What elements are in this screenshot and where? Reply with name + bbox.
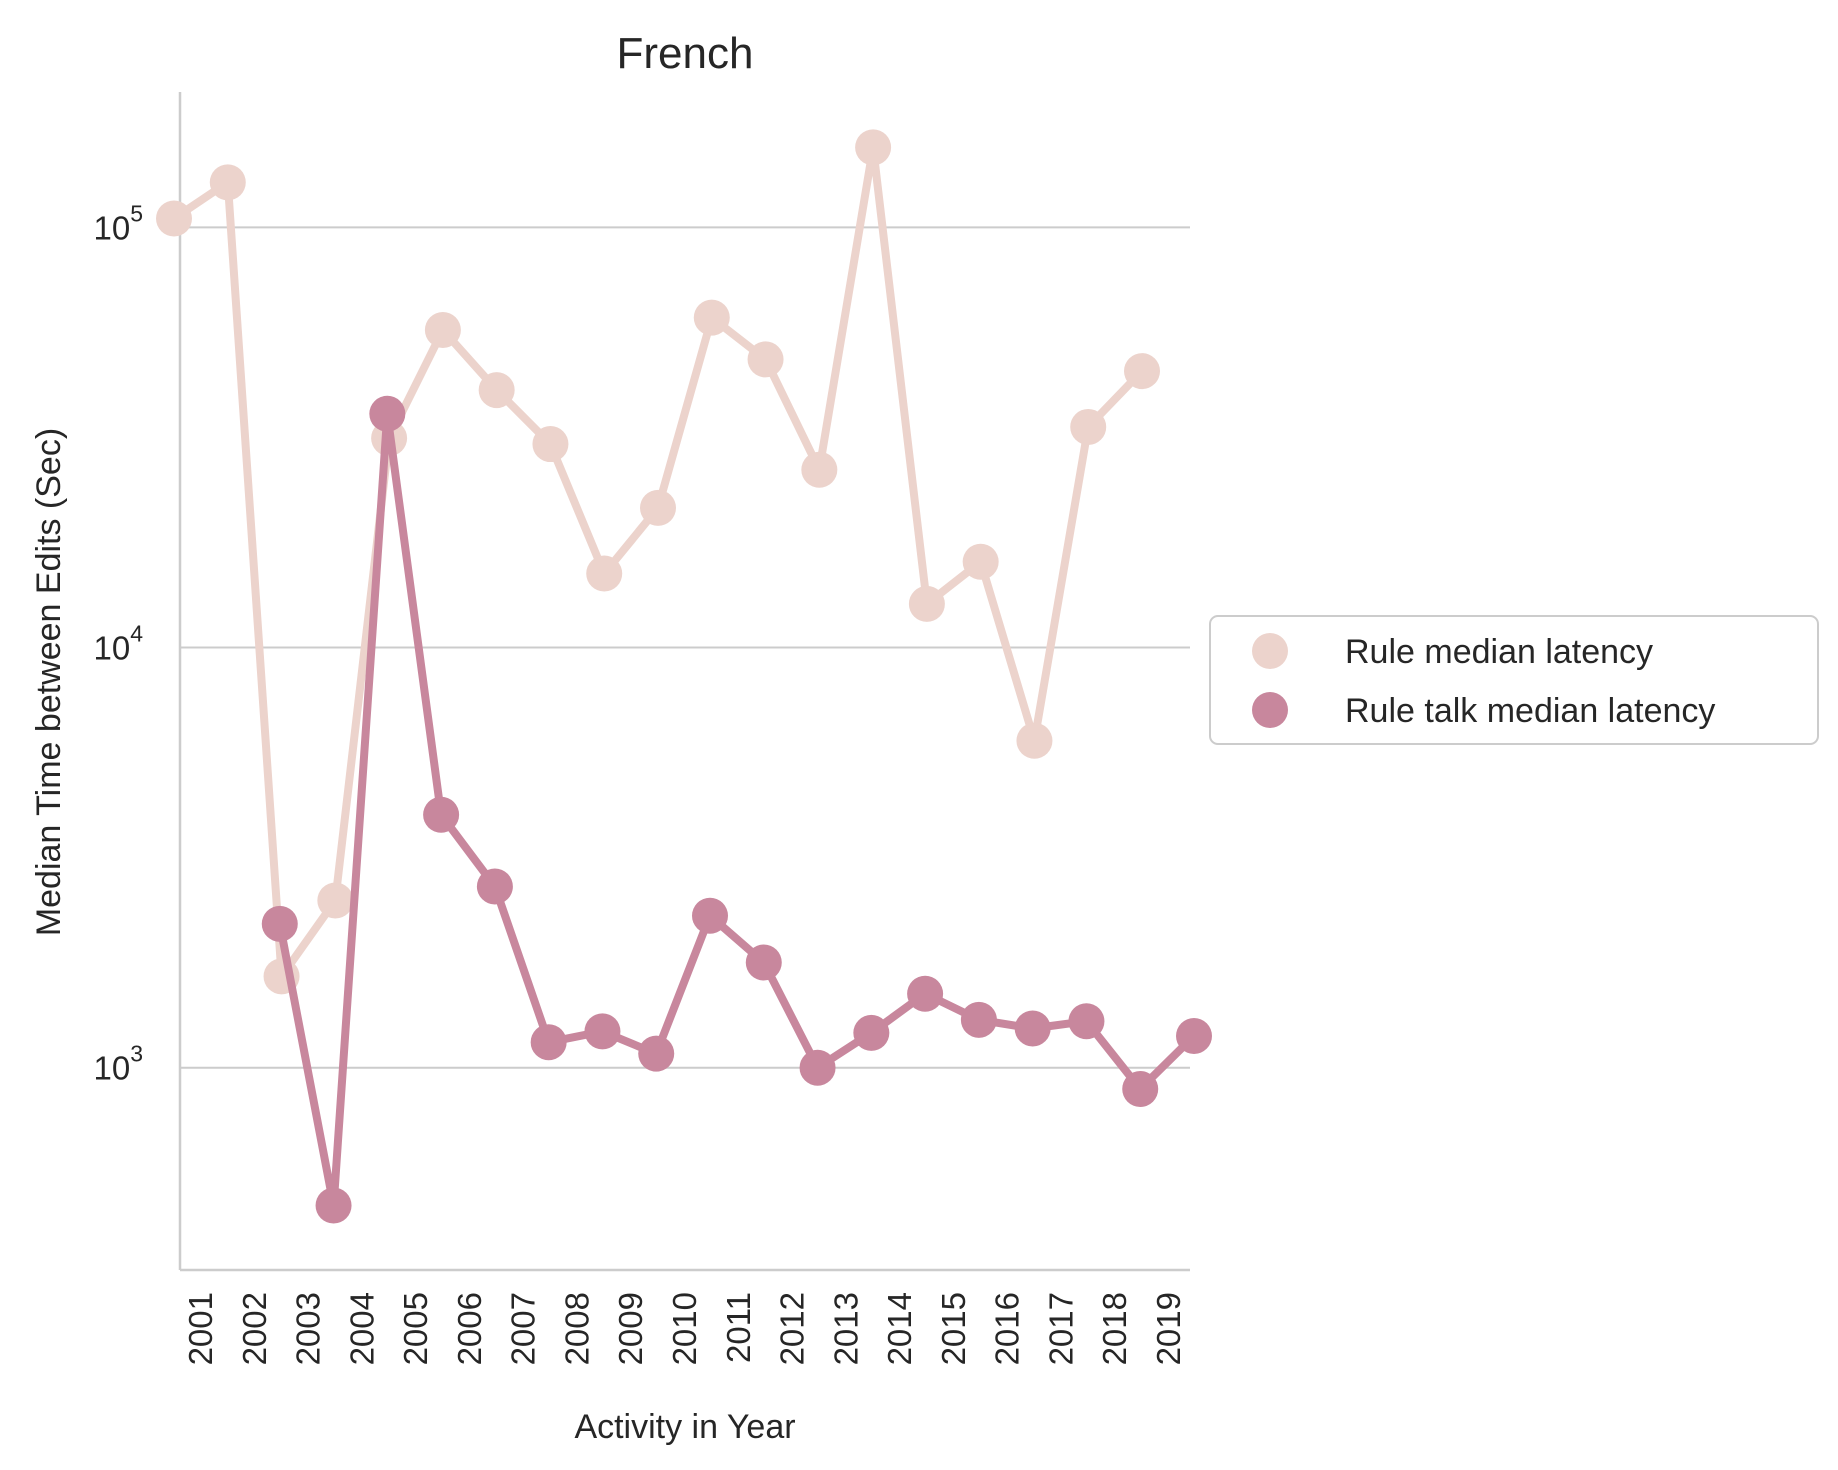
x-tick-labels: 2001 2002 2003 2004 2005 2006 2007 2008 2009 2010…	[182, 1292, 1187, 1365]
x-tick-label: 2007	[505, 1292, 542, 1365]
data-point	[586, 555, 623, 592]
data-point	[532, 426, 569, 463]
data-point	[1122, 1070, 1159, 1107]
series-rule-talk-median-latency	[261, 395, 1212, 1224]
data-point	[209, 164, 246, 201]
data-point	[853, 1014, 890, 1051]
data-point	[908, 585, 945, 622]
x-axis-title: Activity in Year	[574, 1408, 795, 1446]
legend-label: Rule median latency	[1345, 633, 1653, 671]
x-tick-label: 2002	[236, 1292, 273, 1365]
data-point	[1176, 1017, 1212, 1054]
legend-marker	[1252, 692, 1288, 728]
x-tick-label: 2011	[720, 1292, 757, 1363]
x-tick-label: 2005	[397, 1292, 434, 1365]
data-point	[640, 489, 676, 526]
axes	[178, 92, 1190, 1272]
x-tick-label: 2017	[1042, 1292, 1079, 1365]
data-point	[317, 882, 354, 919]
data-point	[799, 1049, 836, 1086]
data-point	[1016, 722, 1053, 759]
legend: Rule median latency Rule talk median lat…	[1209, 615, 1819, 745]
x-tick-label: 2004	[343, 1292, 380, 1365]
x-tick-label: 2013	[827, 1292, 864, 1365]
data-point	[692, 897, 728, 934]
series-line	[275, 409, 1197, 1210]
data-point	[1068, 1003, 1105, 1040]
y-tick-label: 103	[93, 1041, 143, 1087]
x-tick-label: 2019	[1150, 1292, 1187, 1365]
data-point	[960, 1001, 997, 1038]
gridlines	[180, 226, 1190, 1069]
legend-entry-rule-median-latency: Rule median latency	[1252, 633, 1653, 671]
x-tick-label: 2016	[989, 1292, 1026, 1365]
data-point	[584, 1013, 621, 1050]
legend-label: Rule talk median latency	[1345, 692, 1715, 730]
x-tick-label: 2001	[182, 1292, 219, 1365]
legend-entry-rule-talk-median-latency: Rule talk median latency	[1252, 692, 1715, 730]
chart-title: French	[617, 29, 754, 78]
data-point	[476, 868, 513, 905]
data-point	[1014, 1010, 1051, 1047]
x-tick-label: 2018	[1096, 1292, 1133, 1365]
data-point	[745, 944, 782, 981]
data-point	[855, 129, 892, 166]
data-point	[478, 372, 515, 409]
data-point	[369, 395, 406, 432]
y-axis-title: Median Time between Edits (Sec)	[30, 428, 68, 936]
data-point	[962, 543, 999, 580]
series-layer	[156, 129, 1212, 1224]
x-tick-label: 2015	[935, 1292, 972, 1365]
data-point	[1070, 408, 1107, 445]
x-tick-label: 2010	[666, 1292, 703, 1365]
data-point	[801, 451, 838, 488]
x-tick-label: 2014	[881, 1292, 918, 1365]
y-tick-label: 104	[93, 621, 143, 667]
data-point	[261, 905, 298, 942]
series-rule-median-latency	[156, 129, 1160, 995]
data-point	[638, 1035, 675, 1072]
legend-marker	[1252, 633, 1288, 669]
data-point	[530, 1024, 567, 1061]
data-point	[693, 299, 730, 336]
x-tick-label: 2012	[774, 1292, 811, 1365]
data-point	[315, 1187, 352, 1224]
x-tick-label: 2008	[558, 1292, 595, 1365]
y-tick-labels: 103 104 105	[93, 200, 143, 1086]
data-point	[747, 341, 784, 378]
x-tick-label: 2009	[612, 1292, 649, 1365]
y-tick-label: 105	[93, 200, 143, 246]
legend-frame	[1209, 615, 1819, 745]
data-point	[907, 975, 944, 1012]
x-tick-label: 2006	[451, 1292, 488, 1365]
data-point	[156, 200, 192, 237]
x-tick-label: 2003	[290, 1292, 327, 1365]
data-point	[423, 796, 460, 833]
data-point	[424, 311, 461, 348]
data-point	[1124, 353, 1160, 390]
